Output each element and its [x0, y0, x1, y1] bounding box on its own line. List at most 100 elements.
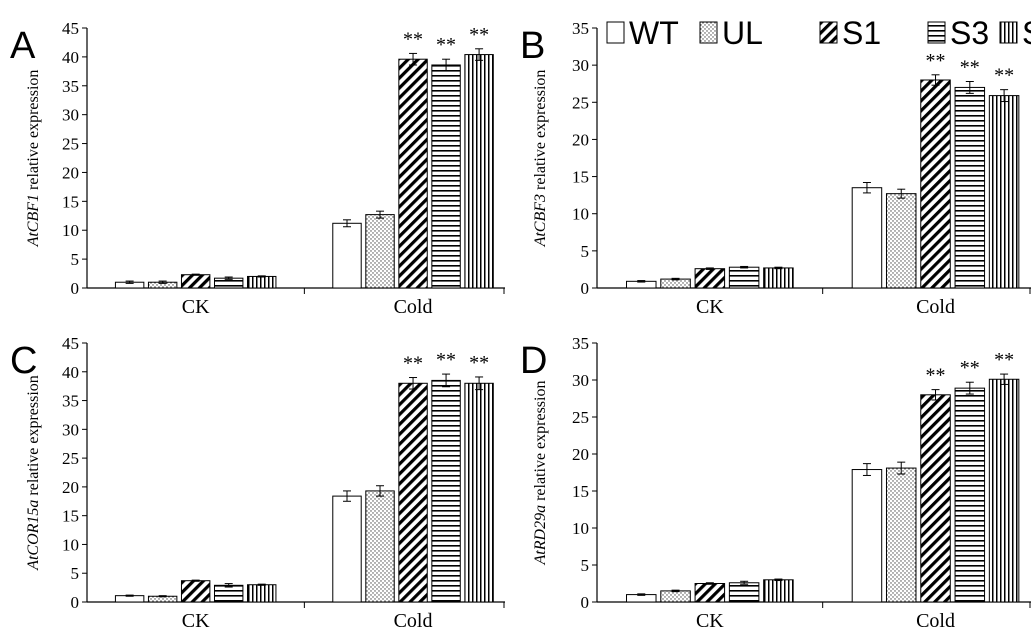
error-bar — [774, 266, 783, 270]
error-bar — [158, 595, 167, 598]
y-tick-label: 0 — [581, 279, 590, 298]
legend-label: UL — [722, 15, 763, 51]
x-category-label: CK — [696, 296, 724, 318]
y-axis-label-gene: AtCBF1 — [25, 194, 42, 247]
error-bar — [1000, 373, 1009, 385]
y-tick-label: 5 — [581, 242, 590, 261]
y-axis-label: AtCBF3 relative expression — [532, 70, 549, 248]
y-tick-label: 20 — [572, 445, 589, 464]
bar-s3-ck — [728, 582, 760, 603]
bar-ul-ck — [660, 590, 691, 603]
panel-letter: D — [520, 340, 547, 382]
legend-label: S1 — [842, 15, 881, 51]
y-tick-label: 30 — [62, 106, 79, 125]
legend-item-s3: S3 — [927, 15, 989, 51]
y-tick-label: 15 — [62, 507, 79, 526]
error-bar — [705, 582, 714, 585]
legend-swatch — [819, 21, 838, 44]
bar-s5-cold — [988, 95, 1020, 289]
legend-swatch — [999, 21, 1018, 44]
y-tick-label: 10 — [572, 205, 589, 224]
error-bar — [191, 273, 200, 276]
bar-s3-cold — [431, 64, 461, 289]
y-axis-label: AtCOR15a relative expression — [25, 375, 42, 571]
error-bar — [740, 580, 749, 585]
significance-mark: ** — [403, 28, 423, 50]
significance-mark: ** — [403, 353, 423, 375]
bar-ul-cold — [885, 467, 917, 603]
bar-s1-cold — [920, 79, 951, 289]
error-bar — [774, 578, 783, 582]
y-tick-label: 15 — [572, 482, 589, 501]
significance-mark: ** — [926, 365, 946, 387]
x-category-label: Cold — [916, 296, 955, 318]
legend-swatch — [606, 21, 625, 44]
significance-mark: ** — [960, 357, 980, 379]
y-tick-label: 10 — [62, 221, 79, 240]
chart-panels: A 0 5 10 15 20 25 30 35 40 45 AtCBF1 relative expre… — [10, 19, 1031, 631]
bar-s3-cold — [431, 379, 461, 603]
bar-s1-ck — [180, 274, 211, 289]
y-tick-label: 45 — [62, 334, 79, 353]
y-tick-label: 20 — [572, 130, 589, 149]
y-tick-label: 30 — [62, 420, 79, 439]
y-tick-label: 25 — [572, 408, 589, 427]
legend-item-wt: WT — [606, 15, 679, 51]
y-tick-label: 40 — [62, 48, 79, 67]
legend-label: S5 — [1022, 15, 1031, 51]
y-axis-label-gene: AtRD29a — [532, 505, 549, 566]
y-tick-label: 10 — [62, 535, 79, 554]
error-bar — [671, 277, 680, 281]
x-category-label: Cold — [394, 610, 433, 631]
legend-swatch — [699, 21, 718, 44]
error-bar — [931, 74, 940, 86]
y-tick-label: 15 — [62, 192, 79, 211]
error-bar — [862, 463, 871, 476]
bar-s5-ck — [247, 275, 277, 289]
error-bar — [475, 48, 484, 61]
error-bar — [257, 275, 266, 278]
y-axis-label-gene: AtCOR15a — [25, 500, 42, 571]
bar-s5-cold — [464, 382, 494, 603]
bar-s1-ck — [180, 580, 211, 603]
significance-mark: ** — [436, 349, 456, 371]
error-bar — [637, 593, 646, 596]
y-tick-label: 25 — [62, 449, 79, 468]
legend: WT UL S1 S3 S5 — [606, 15, 1031, 51]
significance-mark: ** — [469, 24, 489, 46]
error-bar — [862, 182, 871, 194]
bar-wt-cold — [332, 495, 362, 603]
bar-wt-cold — [332, 222, 362, 289]
panel-c: C 0 5 10 15 20 25 30 35 40 45 AtCOR15a relative exp… — [10, 334, 505, 631]
panel-d: D 0 5 10 15 20 25 30 35 AtRD29a relative expressi… — [520, 334, 1031, 631]
y-tick-label: 35 — [62, 392, 79, 411]
error-bar — [342, 219, 351, 228]
error-bar — [1000, 89, 1009, 103]
x-category-label: Cold — [916, 610, 955, 631]
bar-s5-ck — [763, 267, 794, 289]
bar-s1-ck — [694, 268, 726, 289]
error-bar — [705, 267, 714, 270]
bar-s5-ck — [247, 584, 277, 603]
y-tick-label: 5 — [581, 556, 590, 575]
significance-mark: ** — [926, 50, 946, 72]
error-bar — [125, 280, 134, 284]
error-bar — [965, 80, 974, 94]
error-bar — [409, 52, 418, 66]
bar-s3-ck — [213, 584, 244, 603]
bar-s5-cold — [988, 378, 1020, 603]
error-bar — [257, 583, 266, 586]
y-tick-label: 0 — [71, 593, 80, 612]
panel-a: A 0 5 10 15 20 25 30 35 40 45 AtCBF1 relative expre… — [10, 19, 505, 318]
legend-swatch — [927, 21, 946, 44]
y-tick-label: 25 — [572, 93, 589, 112]
panel-letter: C — [10, 340, 37, 382]
bar-s3-ck — [728, 266, 760, 289]
bar-wt-cold — [851, 469, 883, 603]
error-bar — [931, 389, 940, 401]
error-bar — [191, 579, 200, 582]
legend-item-s1: S1 — [819, 15, 881, 51]
error-bar — [897, 461, 906, 475]
bar-s1-cold — [398, 58, 428, 289]
